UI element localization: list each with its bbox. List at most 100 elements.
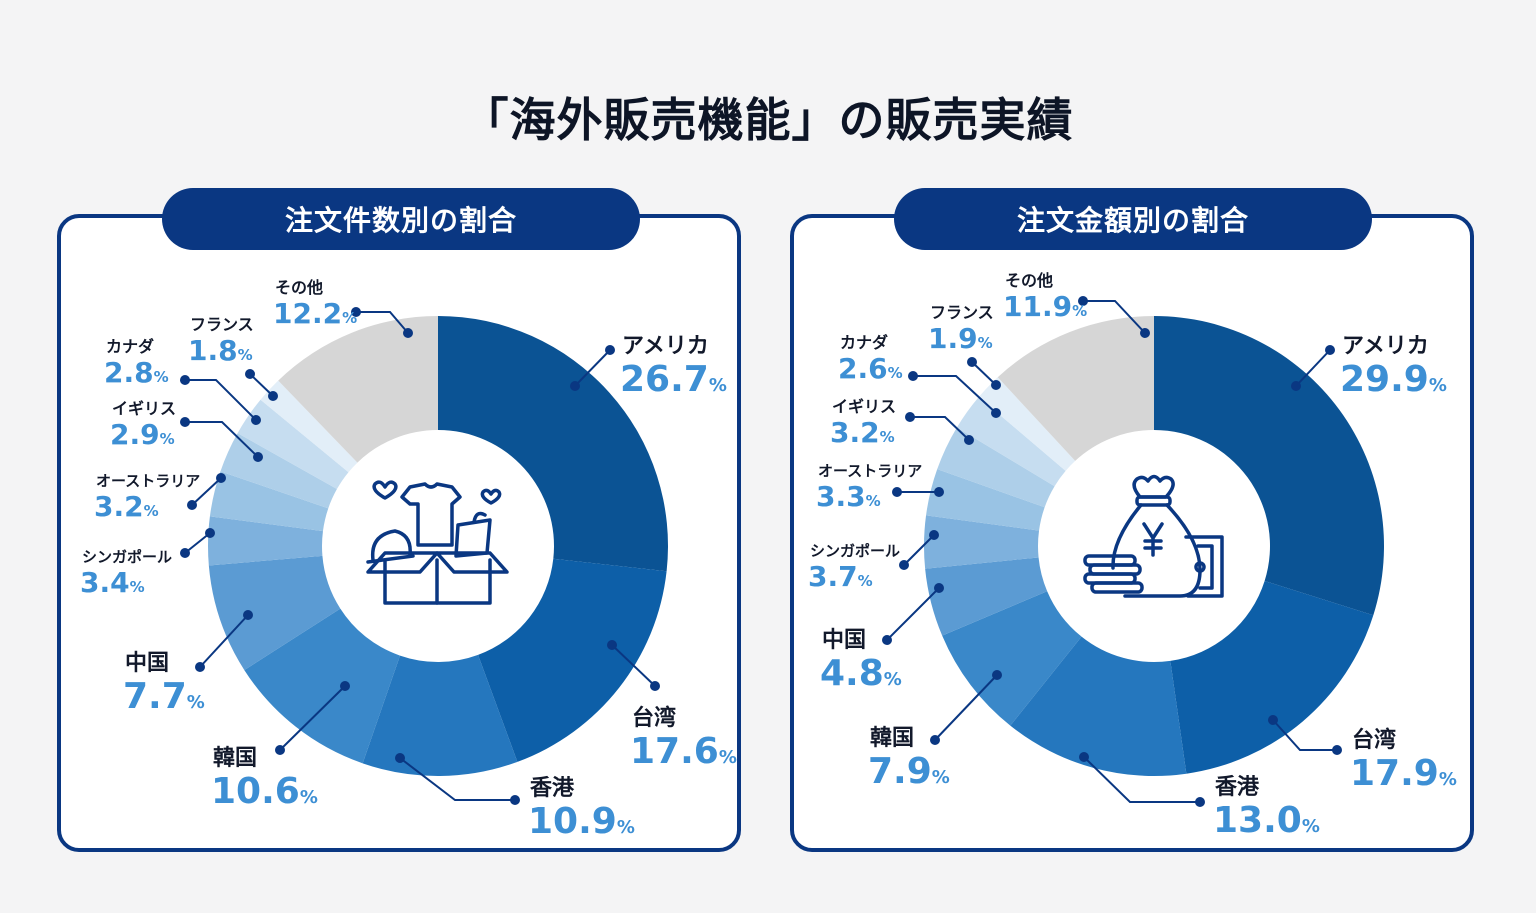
leader-dot xyxy=(934,583,944,593)
slice-label-name: その他 xyxy=(1005,271,1053,290)
slice-label-name: オーストラリア xyxy=(96,472,200,490)
leader-dot xyxy=(992,670,1002,680)
leader-dot xyxy=(275,745,285,755)
slice-label-name: 台湾 xyxy=(1352,727,1396,753)
leader-line xyxy=(199,614,249,668)
leader-line xyxy=(934,674,998,741)
leader-dot xyxy=(570,381,580,391)
leader-dot xyxy=(605,345,615,355)
leader-dot xyxy=(351,307,361,317)
donut-slice xyxy=(237,399,349,490)
donut-slice xyxy=(362,654,518,776)
slice-label-name: シンガポール xyxy=(82,548,172,566)
leader-dot xyxy=(1291,381,1301,391)
slice-label-value: 7.9% xyxy=(868,751,950,792)
page-title: 「海外販売機能」の販売実績 xyxy=(462,93,1074,147)
leader-dot xyxy=(403,328,413,338)
leader-dot xyxy=(251,415,261,425)
donut-slice xyxy=(260,380,358,473)
leader-dot xyxy=(1332,745,1342,755)
slice-label-name: アメリカ xyxy=(622,334,709,359)
slice-label-value: 7.7% xyxy=(123,676,205,717)
leader-line xyxy=(249,373,274,397)
donut-slice xyxy=(209,471,329,532)
slice-label-name: 香港 xyxy=(1215,775,1260,800)
donut-slice xyxy=(978,377,1076,471)
slice-label-value: 3.3% xyxy=(816,480,881,513)
slice-label-value: 3.7% xyxy=(808,560,873,593)
money-bag-yen-icon xyxy=(1083,474,1224,598)
leader-dot xyxy=(607,640,617,650)
donut-slice xyxy=(1010,636,1187,776)
leader-dot xyxy=(510,795,520,805)
donut-slice xyxy=(478,558,667,762)
donut-slice xyxy=(438,316,668,572)
leader-line xyxy=(1083,300,1146,334)
slice-label-value: 1.8% xyxy=(188,334,253,367)
slice-label-value: 10.9% xyxy=(528,801,635,842)
slice-label-value: 2.9% xyxy=(110,418,175,451)
slice-label-name: オーストラリア xyxy=(818,462,922,480)
leader-line xyxy=(886,587,940,641)
leader-line xyxy=(399,757,515,801)
leader-dot xyxy=(892,487,902,497)
donut-slice xyxy=(956,397,1066,487)
slice-label-value: 4.8% xyxy=(820,653,902,694)
leader-dot xyxy=(899,560,909,570)
leader-line xyxy=(574,349,611,387)
leader-dot xyxy=(268,391,278,401)
leader-dot xyxy=(929,530,939,540)
leader-line xyxy=(1272,719,1337,751)
leader-line xyxy=(913,375,997,414)
panel-header-order-amount: 注文金額別の割合 xyxy=(894,188,1372,250)
slice-label-value: 3.2% xyxy=(830,416,895,449)
leader-dot xyxy=(964,435,974,445)
slice-label-name: 中国 xyxy=(125,651,169,676)
leader-dot xyxy=(243,610,253,620)
slice-label-name: 韓国 xyxy=(870,725,914,751)
leader-line xyxy=(971,361,997,386)
slice-label-name: イギリス xyxy=(112,399,176,418)
slice-label-value: 17.9% xyxy=(1350,753,1457,794)
leader-line xyxy=(279,685,346,751)
leader-line xyxy=(191,477,222,506)
leader-dot xyxy=(1325,345,1335,355)
slice-label-value: 3.2% xyxy=(94,490,159,523)
donut-slice xyxy=(278,316,438,463)
donut-slice xyxy=(244,608,401,764)
leader-dot xyxy=(187,500,197,510)
slice-label-value: 13.0% xyxy=(1213,800,1320,841)
slice-label-value: 26.7% xyxy=(620,359,727,400)
slice-label-name: その他 xyxy=(275,278,323,297)
slice-label-value: 29.9% xyxy=(1340,359,1447,400)
leader-dot xyxy=(908,371,918,381)
slice-label-name: 台湾 xyxy=(632,705,676,731)
leader-dot xyxy=(991,380,1001,390)
slice-label-name: シンガポール xyxy=(810,542,900,560)
donut-slice xyxy=(925,557,1048,636)
leader-dot xyxy=(1079,752,1089,762)
leader-line xyxy=(185,379,257,421)
slice-label-value: 10.6% xyxy=(211,771,318,812)
slice-label-name: フランス xyxy=(190,315,254,334)
leader-line xyxy=(356,311,409,334)
slice-label-name: カナダ xyxy=(840,333,888,352)
slice-label-value: 3.4% xyxy=(80,566,145,599)
donut-slice xyxy=(942,591,1082,726)
donut-slice xyxy=(926,469,1045,531)
donut-slice xyxy=(924,515,1040,569)
slice-label-name: アメリカ xyxy=(1342,334,1429,359)
leader-dot xyxy=(930,735,940,745)
leader-dot xyxy=(991,408,1001,418)
slice-label-value: 11.9% xyxy=(1003,290,1087,323)
leader-line xyxy=(1083,756,1200,803)
donut-slice xyxy=(1170,580,1374,774)
leader-line xyxy=(611,644,656,687)
slice-label-value: 2.8% xyxy=(104,356,169,389)
leader-dot xyxy=(934,487,944,497)
slice-label-value: 17.6% xyxy=(630,731,737,772)
leader-dot xyxy=(195,662,205,672)
leader-dot xyxy=(650,681,660,691)
